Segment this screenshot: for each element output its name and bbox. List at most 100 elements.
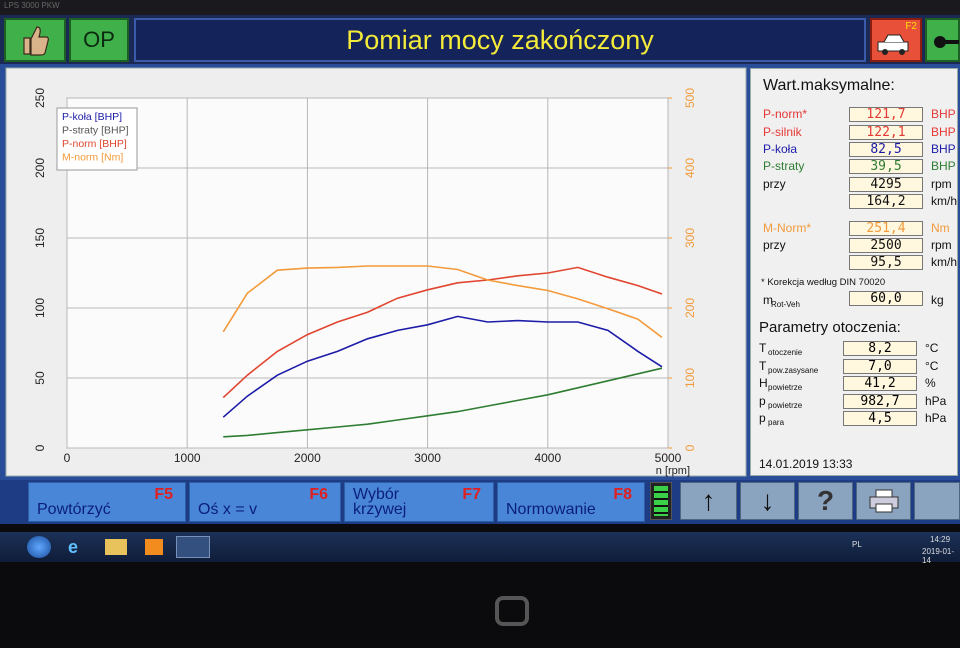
legend-entry: P-straty [BHP] (62, 125, 129, 137)
arrow-up-button[interactable]: ↑ (680, 482, 737, 520)
row-value: 4295 (849, 177, 923, 192)
row-unit: BHP (931, 107, 956, 121)
row-unit: rpm (931, 238, 952, 252)
env-label: p (759, 393, 766, 408)
env-sub: powietrze (768, 400, 803, 410)
mass-sub: Rot-Veh (771, 300, 800, 309)
app-icon[interactable] (176, 536, 210, 558)
y2-tick-label: 300 (683, 228, 697, 248)
env-label: H (759, 376, 768, 390)
env-sub: para (768, 418, 785, 427)
y-tick-label: 150 (33, 228, 47, 248)
y-tick-label: 0 (33, 444, 47, 451)
key-icon (934, 36, 959, 48)
x-tick-label: 4000 (534, 451, 561, 465)
row-label: P-koła (763, 142, 798, 156)
function-key-label: Powtórzyć (37, 501, 111, 518)
right-panel: Wart.maksymalne: P-norm* 121,7 BHP P-silnik 1… (750, 68, 958, 476)
row-unit: BHP (931, 142, 956, 156)
ie-icon[interactable]: e (68, 537, 79, 557)
clock-date: 2019-01-14 (922, 547, 955, 565)
row-unit: km/h (931, 255, 958, 269)
env-value: 4,5 (843, 411, 917, 426)
env-value: 7,0 (843, 358, 917, 374)
panel-title: Wart.maksymalne: (763, 77, 895, 94)
row-label: M-Norm* (763, 221, 811, 235)
function-key[interactable]: Normowanie F8 (497, 482, 645, 522)
row-value: 251,4 (849, 221, 923, 236)
series-line (222, 265, 663, 339)
function-key-code: F8 (613, 486, 632, 503)
row-value: 95,5 (849, 255, 923, 270)
bezel-top: LPS 3000 PKW (0, 0, 960, 15)
row-label: przy (763, 177, 786, 191)
y2-tick-label: 100 (683, 368, 697, 388)
series-line (223, 367, 663, 438)
env-sub: otoczenie (768, 348, 803, 357)
x-tick-label: 5000 (655, 451, 682, 465)
level-indicator (650, 482, 672, 520)
legend-box (56, 107, 138, 171)
series-line (222, 266, 663, 399)
y-tick-label: 100 (33, 298, 47, 318)
header-title: Pomiar mocy zakończony (134, 18, 866, 62)
function-key-label: Normowanie (506, 501, 596, 518)
car-icon (877, 34, 909, 55)
env-unit: hPa (925, 411, 947, 425)
chart: n [rpm] 0 1000 2000 3000 4000 500005010015020… (5, 67, 747, 477)
y2-tick-label: 200 (683, 298, 697, 318)
row-value: 164,2 (849, 194, 923, 209)
y-tick-label: 50 (33, 371, 47, 385)
monitor-logo (495, 596, 529, 626)
row-value: 121,7 (849, 107, 923, 122)
row-value: 39,5 (849, 159, 923, 174)
media-icon[interactable] (145, 539, 163, 555)
legend-entry: P-norm [BHP] (62, 138, 127, 150)
env-label: T (759, 358, 767, 373)
env-sub: pow.zasysane (768, 365, 819, 375)
legend-entry: M-norm [Nm] (62, 152, 123, 164)
y2-tick-label: 400 (683, 158, 697, 178)
f2-button[interactable]: F2 (870, 18, 922, 62)
function-key[interactable]: Wybór krzywej F7 (344, 482, 494, 522)
printer-icon (869, 489, 898, 513)
x-tick-label: 0 (64, 451, 71, 465)
legend-entry: P-koła [BHP] (62, 111, 122, 123)
f2-key: F2 (905, 21, 917, 32)
op-button[interactable]: OP (69, 18, 129, 62)
explorer-icon[interactable] (105, 539, 127, 555)
function-key[interactable]: Oś x = v F6 (189, 482, 341, 522)
row-value: 82,5 (849, 142, 923, 157)
env-label: T (759, 341, 767, 355)
thumb-button[interactable] (4, 18, 66, 62)
x-axis-label: n [rpm] (656, 465, 690, 477)
datetime: 14.01.2019 13:33 (759, 457, 853, 471)
row-unit: rpm (931, 177, 952, 191)
bezel-label: LPS 3000 PKW (4, 1, 60, 10)
env-title: Parametry otoczenia: (759, 319, 901, 336)
row-label: P-norm* (763, 107, 808, 121)
row-label: P-straty (763, 159, 805, 173)
function-key[interactable]: Powtórzyć F5 (28, 482, 186, 522)
function-key-code: F5 (154, 486, 173, 503)
env-value: 982,7 (843, 393, 917, 409)
row-label: P-silnik (763, 125, 802, 139)
exit-button[interactable] (914, 482, 960, 520)
mass-label: m (763, 293, 773, 307)
row-unit: km/h (931, 194, 958, 208)
y2-tick-label: 0 (683, 444, 697, 451)
series-line (222, 315, 663, 418)
clock-time: 14:29 (930, 535, 951, 544)
help-button[interactable]: ? (798, 482, 853, 520)
y-tick-label: 250 (33, 88, 47, 108)
extra-button[interactable] (925, 18, 960, 62)
language[interactable]: PL (852, 540, 862, 549)
print-button[interactable] (856, 482, 911, 520)
plot-area (66, 97, 669, 449)
arrow-down-button[interactable]: ↓ (740, 482, 795, 520)
level-bars (654, 486, 668, 516)
start-button[interactable] (27, 536, 51, 558)
env-value: 41,2 (843, 376, 917, 391)
x-tick-label: 1000 (174, 451, 201, 465)
